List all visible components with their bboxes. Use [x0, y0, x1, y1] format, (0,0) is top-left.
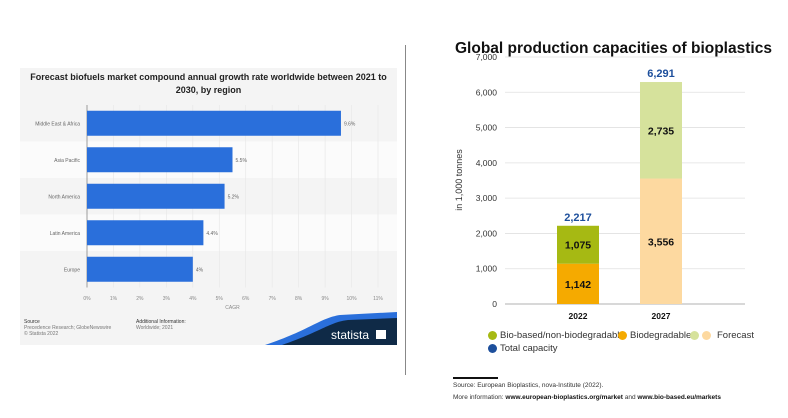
- divider: [405, 45, 406, 375]
- y-tick-label: 6,000: [476, 87, 498, 97]
- x-tick-label: 9%: [321, 296, 329, 302]
- x-tick-label: 6%: [242, 296, 250, 302]
- value-label: 4%: [196, 267, 204, 273]
- copyright: © Statista 2022: [24, 331, 59, 337]
- x-tick-label: 2027: [652, 311, 671, 321]
- x-tick-label: 11%: [373, 296, 383, 302]
- legend-label: Total capacity: [500, 343, 558, 354]
- bar-segment: [557, 225, 599, 264]
- y-tick-label: 2,000: [476, 228, 498, 238]
- y-axis-title: in 1,000 tonnes: [454, 149, 464, 211]
- legend-dot-icon: [488, 344, 497, 353]
- x-tick-label: 8%: [295, 296, 303, 302]
- y-tick-label: 1,000: [476, 264, 498, 274]
- legend-dot-icon: [618, 331, 627, 340]
- y-tick-label: 0: [492, 299, 497, 309]
- info-block: Additional Information: Worldwide; 2021: [136, 319, 186, 331]
- y-tick-label: 4,000: [476, 158, 498, 168]
- category-label: Latin America: [50, 231, 81, 237]
- legend-bio-based: Bio-based/non-biodegradable: [488, 330, 625, 341]
- y-tick-label: 5,000: [476, 123, 498, 133]
- bar: [87, 147, 233, 173]
- legend-dot-icon: [690, 331, 699, 340]
- x-tick-label: 0%: [83, 296, 91, 302]
- source-rule: [453, 377, 498, 379]
- category-label: Europe: [64, 267, 80, 273]
- x-axis-title: CAGR: [225, 305, 240, 311]
- legend-label: Forecast: [717, 330, 754, 341]
- bar: [87, 183, 225, 209]
- x-tick-label: 5%: [216, 296, 224, 302]
- value-label: 5.2%: [228, 194, 240, 200]
- biofuels-chart: Forecast biofuels market compound annual…: [20, 68, 397, 345]
- x-tick-label: 10%: [347, 296, 358, 302]
- total-label: 2,217: [564, 212, 592, 224]
- legend-dot-icon: [488, 331, 497, 340]
- segment-label: 1,075: [565, 240, 591, 252]
- link-bio-based[interactable]: www.bio-based.eu/markets: [637, 394, 721, 401]
- bar-segment: [640, 82, 682, 179]
- x-tick-label: 1%: [110, 296, 118, 302]
- biofuels-plot: 0% 1% 2% 3% 4% 5% 6% 7% 8% 9% 10% 11% Middle East & …: [20, 105, 397, 311]
- info-text: Worldwide; 2021: [136, 325, 174, 331]
- bar: [87, 256, 193, 282]
- legend-dot-icon: [702, 331, 711, 340]
- legend-forecast: Forecast: [690, 330, 754, 341]
- x-tick-label: 3%: [163, 296, 171, 302]
- bar-segment: [557, 263, 599, 304]
- segment-label: 2,735: [648, 125, 674, 137]
- bar: [87, 110, 341, 136]
- bioplastics-title: Global production capacities of bioplast…: [455, 40, 772, 57]
- row-band: [20, 214, 397, 251]
- chart-title: Forecast biofuels market compound annual…: [30, 72, 387, 95]
- info-title: Additional Information:: [136, 319, 186, 325]
- category-label: North America: [48, 194, 80, 200]
- source-block: Source Precedence Research; GlobeNewswir…: [24, 319, 111, 337]
- bar: [87, 220, 204, 246]
- footer-source: Source: European Bioplastics, nova-Insti…: [453, 382, 604, 389]
- link-european-bioplastics[interactable]: www.european-bioplastics.org/market: [505, 394, 623, 401]
- value-label: 9.6%: [344, 121, 356, 127]
- source-title: Source: [24, 319, 40, 325]
- x-tick-label: 4%: [189, 296, 197, 302]
- legend-biodegradable: Biodegradable: [618, 330, 691, 341]
- x-tick-label: 7%: [269, 296, 277, 302]
- x-tick-label: 2022: [569, 311, 588, 321]
- value-label: 4.4%: [206, 231, 218, 237]
- bar-segment: [640, 178, 682, 304]
- and-text: and: [622, 394, 638, 401]
- segment-label: 3,556: [648, 236, 674, 248]
- category-label: Asia Pacific: [54, 158, 80, 164]
- value-label: 5.5%: [236, 158, 248, 164]
- legend-label: Biodegradable: [630, 330, 692, 341]
- legend-total: Total capacity: [488, 343, 558, 354]
- more-prefix: More information:: [453, 394, 506, 401]
- source-text: Precedence Research; GlobeNewswire: [24, 325, 112, 331]
- legend-label: Bio-based/non-biodegradable: [500, 330, 625, 341]
- y-tick-label: 3,000: [476, 193, 498, 203]
- footer-more: More information: www.european-bioplasti…: [453, 394, 721, 401]
- total-label: 6,291: [647, 68, 675, 80]
- x-tick-label: 2%: [136, 296, 144, 302]
- segment-label: 1,142: [565, 279, 591, 291]
- category-label: Middle East & Africa: [35, 121, 80, 127]
